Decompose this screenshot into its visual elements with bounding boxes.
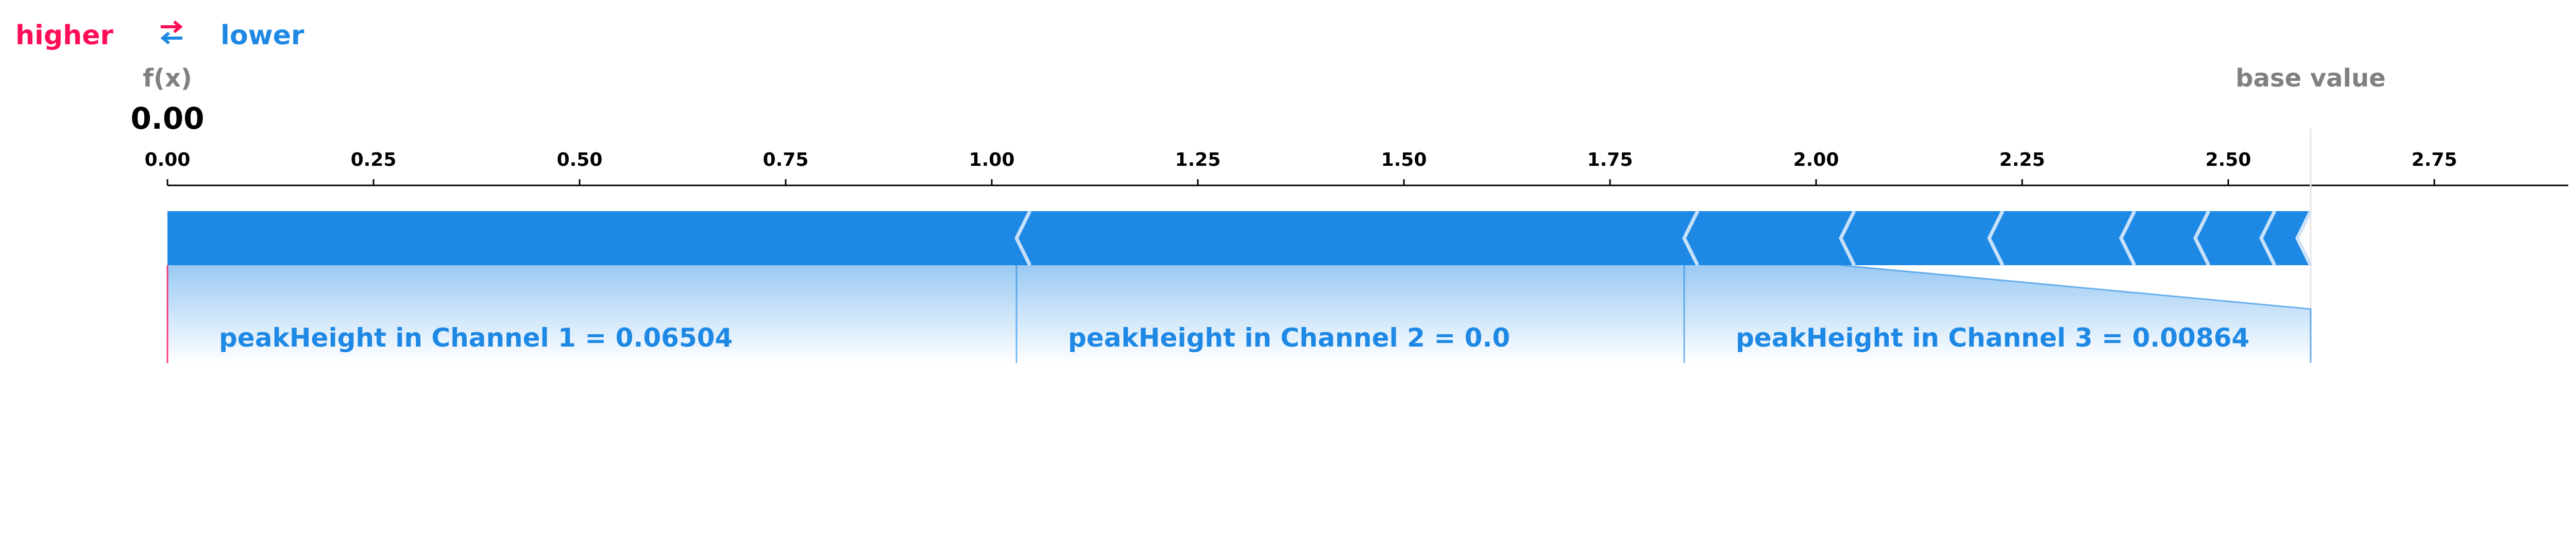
feature-label-regions: peakHeight in Channel 1 = 0.06504 peakHei… (166, 264, 2312, 363)
force-bar-fill (167, 211, 2311, 265)
x-tick-label: 2.25 (1999, 149, 2045, 170)
segment-chevron (1839, 210, 1856, 266)
x-tick-label: 1.50 (1381, 149, 1427, 170)
force-bar (167, 210, 2313, 266)
x-axis: 0.00 0.25 0.50 0.75 1.00 1.25 1.50 1.75 2.00 2.25… (145, 129, 2568, 360)
swap-arrows-icon (160, 20, 183, 45)
segment-chevron (1014, 210, 1032, 266)
x-tick-label: 2.75 (2412, 149, 2458, 170)
x-tick-label: 1.00 (969, 149, 1015, 170)
feature-label: peakHeight in Channel 2 = 0.0 (1068, 323, 1510, 353)
legend-lower-label: lower (221, 20, 304, 51)
x-tick-label: 0.25 (351, 149, 397, 170)
feature-region (1684, 265, 2311, 363)
x-tick-label: 2.50 (2206, 149, 2251, 170)
output-value: 0.00 (130, 101, 204, 136)
feature-region-border (1840, 264, 2312, 363)
feature-label: peakHeight in Channel 1 = 0.06504 (219, 323, 733, 353)
feature-label: peakHeight in Channel 3 = 0.00864 (1736, 323, 2249, 353)
segment-chevron (2119, 210, 2137, 266)
x-tick-label: 0.50 (557, 149, 603, 170)
feature-region (167, 265, 1016, 363)
fx-label: f(x) (143, 64, 192, 93)
x-tick-label: 1.25 (1175, 149, 1221, 170)
segment-chevron (2259, 210, 2277, 266)
segment-chevron (2193, 210, 2211, 266)
x-tick-label: 0.75 (763, 149, 809, 170)
segment-chevron (1987, 210, 2005, 266)
feature-region (1016, 265, 1684, 363)
base-value-chevron (2295, 210, 2313, 266)
legend-higher-label: higher (15, 20, 113, 51)
base-value-label: base value (2235, 64, 2385, 93)
segment-chevron (1682, 210, 1700, 266)
x-tick-label: 0.00 (145, 149, 191, 170)
x-tick-label: 1.75 (1587, 149, 1633, 170)
x-tick-label: 2.00 (1793, 149, 1839, 170)
